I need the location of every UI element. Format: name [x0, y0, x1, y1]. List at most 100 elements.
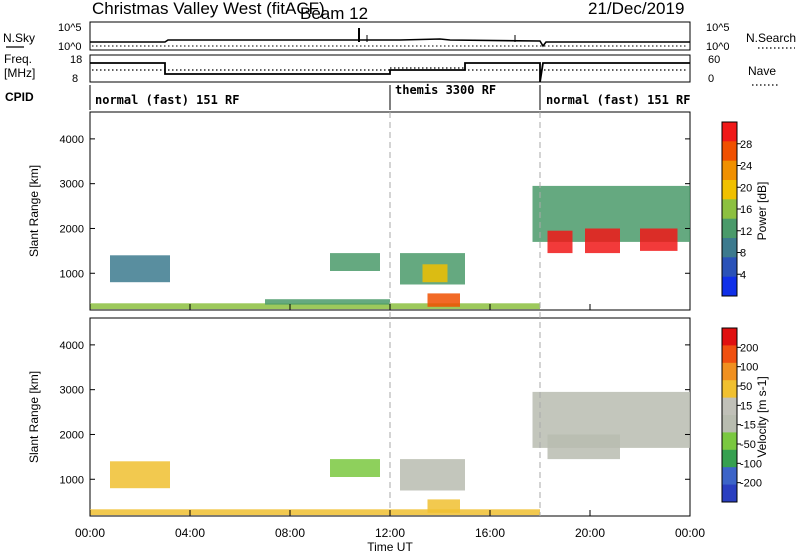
noise-sky-trace	[90, 38, 690, 48]
nsky-label: N.Sky	[3, 31, 35, 45]
power-heatmap	[90, 185, 690, 310]
colorbar-tick-label: 4	[740, 269, 746, 281]
colorbar-swatch	[722, 484, 737, 503]
beam-label: Beam 12	[300, 4, 368, 23]
freq-trace	[90, 62, 690, 83]
data-region	[90, 303, 540, 310]
x-tick-label: 08:00	[275, 526, 305, 540]
cpid-segment-1: normal (fast) 151 RF	[95, 93, 240, 107]
colorbar-tick-label: 12	[740, 226, 752, 238]
y-tick-label: 2000	[60, 429, 84, 441]
colorbar-tick-label: -200	[740, 478, 762, 490]
colorbar-swatch	[722, 432, 737, 451]
x-tick-label: 16:00	[475, 526, 505, 540]
data-region	[585, 228, 620, 254]
velocity-colorbar-label: Velocity [m s-1]	[755, 376, 769, 457]
colorbar-tick-label: 8	[740, 248, 746, 260]
noise-strip-frame	[89, 21, 691, 51]
velocity-ylabel: Slant Range [km]	[27, 371, 41, 463]
noise-right-bottom-tick: 10^0	[706, 41, 730, 53]
colorbar-swatch	[722, 380, 737, 399]
data-region	[110, 461, 170, 489]
power-colorbar: 4 8 12 16 20 24 28	[721, 121, 752, 297]
colorbar-tick-label: 100	[740, 362, 758, 374]
colorbar-swatch	[722, 415, 737, 433]
velocity-heatmap	[90, 391, 690, 516]
colorbar-swatch	[722, 328, 737, 346]
x-tick-label: 04:00	[175, 526, 205, 540]
data-region	[427, 499, 460, 513]
y-tick-label: 1000	[60, 474, 84, 486]
y-tick-label: 4000	[60, 134, 84, 146]
data-region	[547, 230, 573, 254]
colorbar-tick-label: -100	[740, 458, 762, 470]
colorbar-tick-label: 24	[740, 161, 752, 173]
plot-title: Christmas Valley West (fitACF)	[92, 0, 325, 18]
colorbar-swatch	[722, 180, 737, 200]
colorbar-swatch	[722, 276, 737, 297]
colorbar-swatch	[722, 362, 737, 381]
x-tick-label: 20:00	[575, 526, 605, 540]
data-region	[110, 255, 170, 283]
power-ylabel: Slant Range [km]	[27, 165, 41, 257]
colorbar-swatch	[722, 467, 737, 486]
nave-top-tick: 60	[708, 54, 720, 66]
freq-top-tick: 18	[70, 54, 82, 66]
y-tick-label: 1000	[60, 268, 84, 280]
x-tick-label: 00:00	[675, 526, 705, 540]
colorbar-tick-label: 16	[740, 204, 752, 216]
data-region	[330, 459, 380, 477]
y-tick-label: 2000	[60, 223, 84, 235]
freq-bottom-tick: 8	[72, 73, 78, 85]
nave-label: Nave	[748, 64, 776, 78]
x-tick-label: 12:00	[375, 526, 405, 540]
data-region	[265, 299, 390, 305]
colorbar-swatch	[722, 199, 737, 220]
date-label: 21/Dec/2019	[588, 0, 684, 18]
noise-right-top-tick: 10^5	[706, 22, 730, 34]
data-region	[400, 459, 465, 491]
colorbar-swatch	[722, 141, 737, 162]
nave-bottom-tick: 0	[708, 73, 714, 85]
data-region	[90, 509, 540, 516]
freq-label-1: Freq.	[4, 52, 32, 66]
colorbar-tick-label: -15	[740, 420, 756, 432]
colorbar-tick-label: 200	[740, 342, 758, 354]
data-region	[427, 293, 460, 307]
nave-trace	[92, 67, 688, 71]
freq-label-2: [MHz]	[4, 66, 35, 80]
colorbar-swatch	[722, 160, 737, 181]
colorbar-swatch	[722, 449, 737, 468]
x-axis-label: Time UT	[367, 540, 413, 554]
data-region	[330, 253, 380, 271]
colorbar-tick-label: 28	[740, 139, 752, 151]
colorbar-tick-label: -50	[740, 439, 756, 451]
cpid-segment-3: normal (fast) 151 RF	[546, 93, 691, 107]
colorbar-tick-label: 50	[740, 381, 752, 393]
colorbar-tick-label: 20	[740, 182, 752, 194]
colorbar-swatch	[722, 345, 737, 364]
colorbar-frame	[721, 327, 738, 503]
power-colorbar-label: Power [dB]	[755, 182, 769, 241]
colorbar-swatch	[722, 218, 737, 239]
colorbar-tick-label: 15	[740, 400, 752, 412]
cpid-segment-2: themis 3300 RF	[395, 83, 496, 97]
y-tick-label: 4000	[60, 340, 84, 352]
colorbar-swatch	[722, 238, 737, 258]
nsearch-label: N.Search	[746, 31, 796, 45]
noise-left-top-tick: 10^5	[58, 22, 82, 34]
colorbar-swatch	[722, 397, 737, 416]
data-region	[640, 228, 678, 251]
data-region	[547, 434, 620, 460]
y-tick-label: 3000	[60, 385, 84, 397]
colorbar-swatch	[722, 122, 737, 142]
velocity-colorbar: 200 100 50 15 -15 -50 -100 -200	[721, 327, 762, 503]
noise-left-bottom-tick: 10^0	[58, 41, 82, 53]
cpid-label: CPID	[5, 90, 34, 104]
y-axis-ticks: 1000 2000 3000 4000 1000 2000 3000 4000	[60, 134, 690, 486]
x-tick-label: 00:00	[75, 526, 105, 540]
freq-strip-frame	[89, 54, 691, 83]
x-axis-ticks: 00:00 04:00 08:00 12:00 16:00 20:00 00:00	[75, 304, 705, 540]
y-tick-label: 3000	[60, 179, 84, 191]
